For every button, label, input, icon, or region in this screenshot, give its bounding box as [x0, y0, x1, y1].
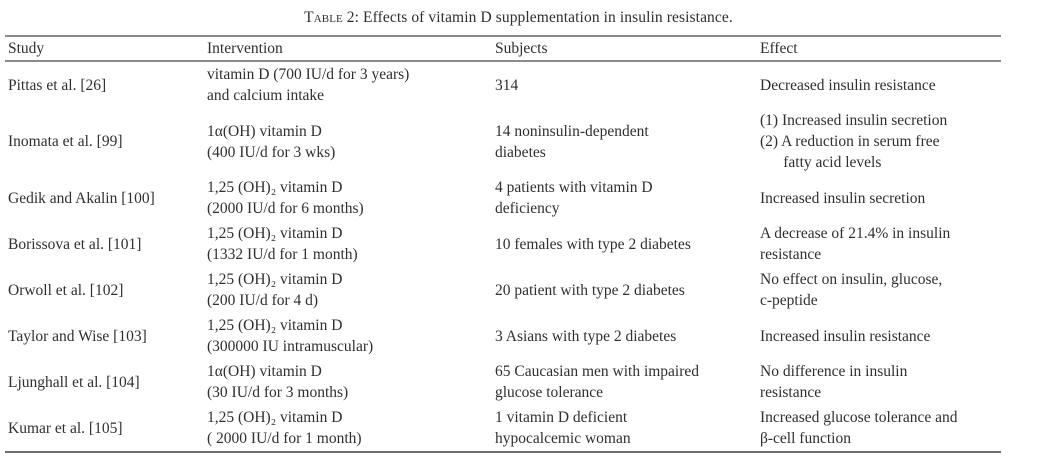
table-row: Pittas et al. [26] vitamin D (700 IU/d f…: [5, 61, 1001, 108]
study-cell: Pittas et al. [26]: [8, 76, 107, 94]
study-cell: Taylor and Wise [103]: [8, 327, 147, 345]
effect-cell: Increased glucose tolerance and β-cell f…: [760, 405, 1001, 453]
study-cell: Kumar et al. [105]: [5, 405, 207, 453]
table-row: Taylor and Wise [103] 1,25 (OH)₂ vitamin…: [5, 313, 1001, 359]
effect-cell: Increased insulin resistance: [760, 327, 931, 345]
intervention-cell: 1,25 (OH)₂ vitamin D (200 IU/d for 4 d): [207, 271, 343, 309]
subjects-cell: 10 females with type 2 diabetes: [495, 235, 691, 253]
study-cell: Orwoll et al. [102]: [8, 281, 124, 299]
intervention-cell: vitamin D (700 IU/d for 3 years) and cal…: [207, 66, 410, 104]
effect-cell: Increased insulin secretion: [760, 189, 926, 207]
subjects-cell: 4 patients with vitamin D deficiency: [495, 179, 653, 217]
effect-cell: Decreased insulin resistance: [760, 76, 936, 94]
effect-cell: No difference in insulin resistance: [760, 363, 908, 401]
column-header-effect: Effect: [760, 35, 1001, 62]
intervention-cell: 1,25 (OH)₂ vitamin D ( 2000 IU/d for 1 m…: [207, 405, 495, 453]
subjects-cell: 1 vitamin D deficient hypocalcemic woman: [495, 405, 760, 453]
study-cell: Ljunghall et al. [104]: [8, 373, 140, 391]
intervention-cell: 1,25 (OH)₂ vitamin D (300000 IU intramus…: [207, 317, 374, 355]
intervention-cell: 1,25 (OH)₂ vitamin D (1332 IU/d for 1 mo…: [207, 225, 358, 263]
intervention-cell: 1α(OH) vitamin D (30 IU/d for 3 months): [207, 363, 349, 401]
subjects-cell: 65 Caucasian men with impaired glucose t…: [495, 363, 700, 401]
table-caption-separator: :: [354, 9, 364, 26]
subjects-cell: 14 noninsulin-dependent diabetes: [495, 122, 649, 161]
subjects-cell: 3 Asians with type 2 diabetes: [495, 327, 677, 345]
table-row: Ljunghall et al. [104] 1α(OH) vitamin D …: [5, 359, 1001, 405]
effect-cell: No effect on insulin, glucose, c-peptide: [760, 271, 943, 309]
table-caption-label: Table 2: [304, 9, 355, 26]
column-header-study: Study: [5, 35, 207, 62]
intervention-cell: 1,25 (OH)₂ vitamin D (2000 IU/d for 6 mo…: [207, 179, 364, 217]
table-row: Inomata et al. [99] 1α(OH) vitamin D (40…: [5, 108, 1001, 175]
table-row: Orwoll et al. [102] 1,25 (OH)₂ vitamin D…: [5, 267, 1001, 313]
column-header-subjects: Subjects: [495, 35, 760, 62]
table-header: Study Intervention Subjects Effect: [5, 35, 1001, 62]
effects-table: Study Intervention Subjects Effect Pitta…: [5, 35, 1001, 453]
study-cell: Gedik and Akalin [100]: [8, 189, 155, 207]
table-row: Gedik and Akalin [100] 1,25 (OH)₂ vitami…: [5, 175, 1001, 221]
column-header-intervention: Intervention: [207, 35, 495, 62]
study-cell: Inomata et al. [99]: [8, 133, 123, 150]
table-body: Pittas et al. [26] vitamin D (700 IU/d f…: [5, 61, 1001, 453]
table-header-row: Study Intervention Subjects Effect: [5, 35, 1001, 62]
table-row: Borissova et al. [101] 1,25 (OH)₂ vitami…: [5, 221, 1001, 267]
table-caption: Table 2: Effects of vitamin D supplement…: [0, 0, 1037, 27]
table-caption-text: Effects of vitamin D supplementation in …: [363, 9, 733, 26]
effect-cell: (1) Increased insulin secretion (2) A re…: [760, 112, 948, 171]
subjects-cell: 314: [495, 76, 519, 94]
study-cell: Borissova et al. [101]: [8, 235, 142, 253]
subjects-cell: 20 patient with type 2 diabetes: [495, 281, 685, 299]
intervention-cell: 1α(OH) vitamin D (400 IU/d for 3 wks): [207, 122, 336, 161]
effect-cell: A decrease of 21.4% in insulin resistanc…: [760, 225, 951, 263]
table-row: Kumar et al. [105] 1,25 (OH)₂ vitamin D …: [5, 405, 1001, 453]
